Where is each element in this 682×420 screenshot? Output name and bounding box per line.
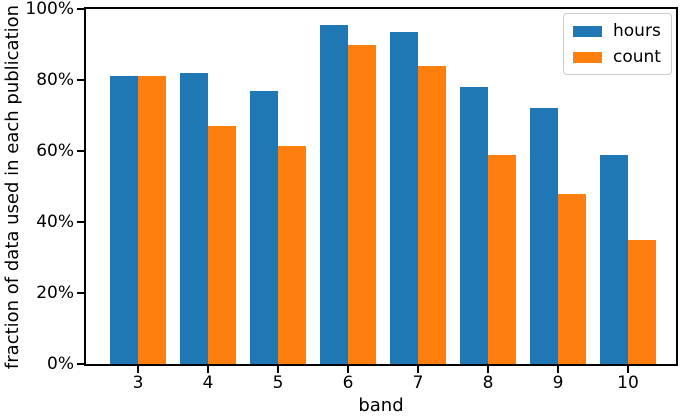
- bar-hours-band-9: [530, 108, 558, 364]
- y-tick-mark-40: [77, 221, 84, 223]
- y-tick-mark-0: [77, 363, 84, 365]
- bar-count-band-6: [348, 44, 376, 364]
- bar-count-band-8: [488, 154, 516, 364]
- bar-hours-band-3: [110, 76, 138, 364]
- bar-count-band-5: [278, 145, 306, 364]
- bar-hours-band-6: [320, 24, 348, 364]
- x-axis-label: band: [358, 395, 404, 416]
- x-tick-mark-10: [627, 366, 629, 373]
- legend-swatch-hours: [573, 25, 602, 37]
- x-tick-label-10: 10: [617, 373, 639, 393]
- bar-hours-band-4: [180, 72, 208, 364]
- y-axis-label: fraction of data used in each publicatio…: [2, 4, 23, 370]
- y-tick-mark-100: [77, 8, 84, 10]
- x-tick-mark-5: [277, 366, 279, 373]
- legend: hours count: [563, 13, 672, 75]
- x-tick-label-9: 9: [552, 373, 564, 393]
- bar-hours-band-10: [600, 154, 628, 364]
- y-tick-label-40: 40%: [36, 211, 74, 232]
- x-tick-label-3: 3: [132, 373, 144, 393]
- y-tick-mark-80: [77, 79, 84, 81]
- y-tick-label-80: 80%: [36, 69, 74, 90]
- x-tick-mark-4: [207, 366, 209, 373]
- x-tick-mark-9: [557, 366, 559, 373]
- x-tick-label-4: 4: [202, 373, 214, 393]
- bar-hours-band-5: [250, 90, 278, 364]
- legend-label-hours: hours: [613, 21, 661, 41]
- x-tick-mark-8: [487, 366, 489, 373]
- y-tick-label-100: 100%: [25, 0, 74, 19]
- bar-hours-band-8: [460, 87, 488, 364]
- bar-count-band-10: [628, 239, 656, 364]
- bar-count-band-3: [138, 76, 166, 364]
- x-tick-mark-3: [137, 366, 139, 373]
- y-tick-label-20: 20%: [36, 282, 74, 303]
- bar-count-band-9: [558, 193, 586, 364]
- y-tick-mark-20: [77, 292, 84, 294]
- legend-label-count: count: [613, 47, 661, 67]
- legend-entry-hours: hours: [573, 22, 661, 40]
- x-tick-mark-6: [347, 366, 349, 373]
- y-tick-label-0: 0%: [47, 353, 74, 374]
- x-tick-label-7: 7: [412, 373, 424, 393]
- bar-count-band-4: [208, 126, 236, 364]
- x-tick-label-6: 6: [342, 373, 354, 393]
- legend-swatch-count: [573, 51, 602, 63]
- x-tick-label-5: 5: [272, 373, 284, 393]
- y-tick-mark-60: [77, 150, 84, 152]
- bar-hours-band-7: [390, 32, 418, 364]
- bar-count-band-7: [418, 65, 446, 364]
- legend-entry-count: count: [573, 48, 661, 66]
- x-tick-label-8: 8: [482, 373, 494, 393]
- y-tick-label-60: 60%: [36, 140, 74, 161]
- x-tick-mark-7: [417, 366, 419, 373]
